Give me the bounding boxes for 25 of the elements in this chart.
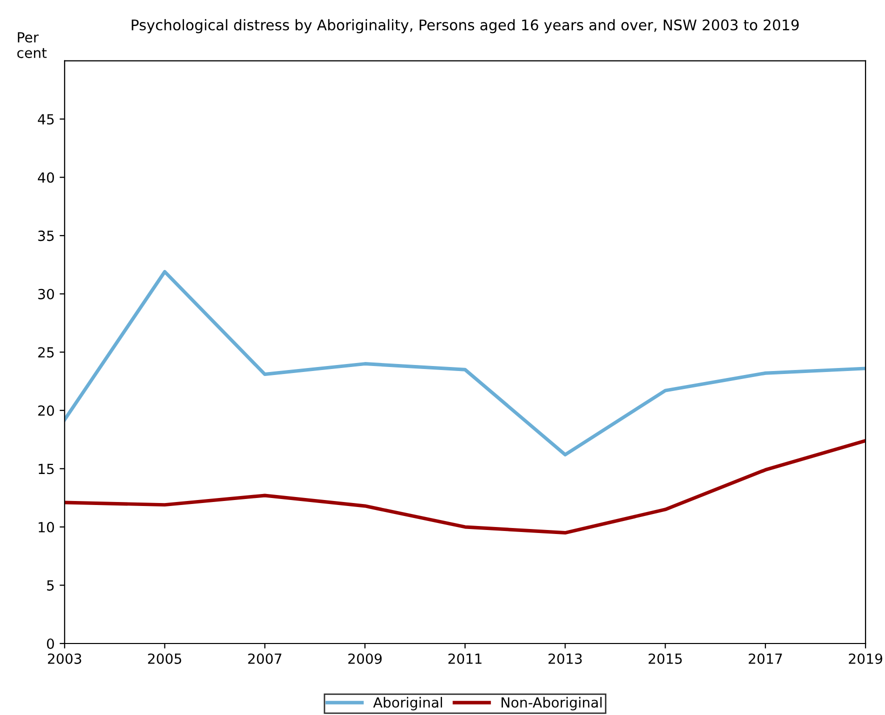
y-tick-label: 25: [38, 347, 54, 358]
line-series: [64, 270, 866, 456]
x-tick-label: 2011: [448, 653, 482, 664]
x-tick-label: 2007: [248, 653, 282, 664]
y-tick-label: 5: [47, 580, 54, 591]
y-tick-label: 30: [38, 288, 54, 300]
x-tick-label: 2005: [148, 653, 182, 664]
legend-label: Non-Aboriginal: [502, 696, 602, 710]
x-tick-label: 2003: [48, 653, 82, 664]
y-tick-label: 20: [38, 405, 54, 416]
line-series: [64, 438, 866, 535]
y-tick-label: 0: [46, 638, 54, 649]
y-tick-label: 10: [38, 522, 54, 532]
x-tick-label: 2017: [748, 653, 782, 664]
x-tick-label: 2015: [648, 653, 682, 664]
y-tick-label: 45: [38, 114, 54, 125]
legend-label: Aboriginal: [373, 696, 442, 710]
y-tick-label: 35: [38, 230, 54, 242]
chart-title: Psychological distress by Aboriginality, Persons aged 16 years and over, NSW 2003 to 2019: [132, 19, 799, 34]
x-tick-label: 2013: [548, 653, 582, 664]
y-axis-title: Per cent: [17, 32, 47, 58]
x-tick-label: 2019: [848, 653, 882, 664]
x-tick-label: 2009: [348, 653, 382, 664]
y-tick-label: 15: [38, 464, 54, 474]
y-tick-label: 40: [38, 172, 54, 183]
